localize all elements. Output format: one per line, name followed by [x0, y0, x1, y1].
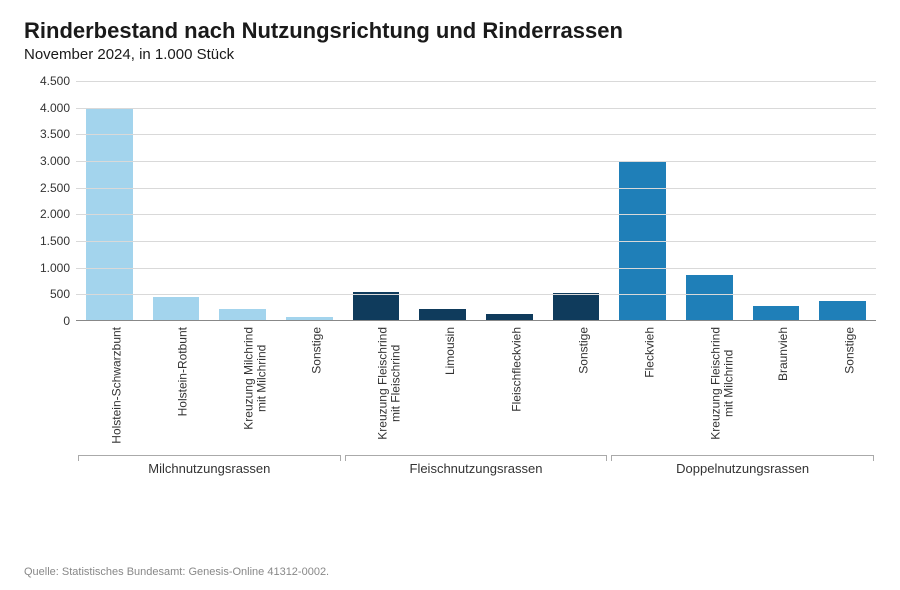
y-tick-label: 2.500	[24, 181, 70, 195]
x-label-slot: Kreuzung Milchrindmit Milchrind	[209, 325, 276, 455]
y-tick-label: 500	[24, 287, 70, 301]
bar-slot	[809, 81, 876, 320]
x-label-slot: Holstein-Rotbunt	[143, 325, 210, 455]
bar	[753, 306, 800, 320]
bar	[819, 301, 866, 320]
x-axis-labels: Holstein-Schwarzbunt Holstein-Rotbunt Kreu…	[76, 325, 876, 455]
gridline	[76, 81, 876, 82]
x-tick-label: Sonstige	[843, 327, 857, 374]
y-tick-label: 4.500	[24, 74, 70, 88]
bar-slot	[276, 81, 343, 320]
x-label-slot: Sonstige	[543, 325, 610, 455]
bar-slot	[343, 81, 410, 320]
y-tick-label: 3.000	[24, 154, 70, 168]
bar-slot	[76, 81, 143, 320]
x-label-slot: Braunvieh	[743, 325, 810, 455]
bar	[553, 293, 600, 320]
bar	[286, 317, 333, 320]
x-tick-label: Limousin	[443, 327, 457, 375]
group-label: Fleischnutzungsrassen	[343, 461, 610, 476]
group-label: Doppelnutzungsrassen	[609, 461, 876, 476]
x-tick-label: Sonstige	[576, 327, 590, 374]
x-label-slot: Fleckvieh	[609, 325, 676, 455]
bar	[219, 309, 266, 320]
bar-slot	[143, 81, 210, 320]
x-label-slot: Sonstige	[276, 325, 343, 455]
x-label-slot: Sonstige	[809, 325, 876, 455]
x-label-slot: Kreuzung Fleischrindmit Fleischrind	[343, 325, 410, 455]
x-tick-label: Braunvieh	[776, 327, 790, 381]
gridline	[76, 188, 876, 189]
source-text: Quelle: Statistisches Bundesamt: Genesis…	[24, 566, 329, 578]
x-label-slot: Holstein-Schwarzbunt	[76, 325, 143, 455]
bar	[486, 314, 533, 320]
x-tick-label: Kreuzung Fleischrindmit Fleischrind	[376, 327, 402, 440]
x-tick-label: Kreuzung Milchrindmit Milchrind	[243, 327, 269, 430]
x-label-slot: Limousin	[409, 325, 476, 455]
x-tick-label: Kreuzung Fleischrindmit Milchrind	[709, 327, 735, 440]
x-tick-label: Holstein-Schwarzbunt	[109, 327, 123, 444]
bars-container	[76, 81, 876, 320]
gridline	[76, 214, 876, 215]
y-tick-label: 3.500	[24, 127, 70, 141]
y-tick-label: 4.000	[24, 101, 70, 115]
y-tick-label: 2.000	[24, 207, 70, 221]
group-label: Milchnutzungsrassen	[76, 461, 343, 476]
x-tick-label: Sonstige	[309, 327, 323, 374]
bar	[353, 292, 400, 320]
chart-title: Rinderbestand nach Nutzungsrichtung und …	[24, 18, 876, 44]
x-tick-label: Holstein-Rotbunt	[176, 327, 190, 416]
gridline	[76, 294, 876, 295]
gridline	[76, 108, 876, 109]
plot-area: 05001.0001.5002.0002.5003.0003.5004.0004…	[76, 81, 876, 321]
chart-container: 05001.0001.5002.0002.5003.0003.5004.0004…	[24, 81, 876, 501]
bar	[419, 309, 466, 320]
bar-slot	[609, 81, 676, 320]
y-tick-label: 1.000	[24, 261, 70, 275]
bar-slot	[409, 81, 476, 320]
bar-slot	[676, 81, 743, 320]
chart-subtitle: November 2024, in 1.000 Stück	[24, 46, 876, 63]
x-label-slot: Fleischfleckvieh	[476, 325, 543, 455]
gridline	[76, 241, 876, 242]
bar	[686, 275, 733, 320]
x-tick-label: Fleischfleckvieh	[509, 327, 523, 412]
gridline	[76, 268, 876, 269]
gridline	[76, 134, 876, 135]
y-tick-label: 1.500	[24, 234, 70, 248]
x-label-slot: Kreuzung Fleischrindmit Milchrind	[676, 325, 743, 455]
group-labels: MilchnutzungsrassenFleischnutzungsrassen…	[76, 461, 876, 476]
bar	[153, 297, 200, 320]
y-tick-label: 0	[24, 314, 70, 328]
bar-slot	[743, 81, 810, 320]
x-tick-label: Fleckvieh	[643, 327, 657, 378]
bar-slot	[543, 81, 610, 320]
bar-slot	[209, 81, 276, 320]
gridline	[76, 161, 876, 162]
bar-slot	[476, 81, 543, 320]
